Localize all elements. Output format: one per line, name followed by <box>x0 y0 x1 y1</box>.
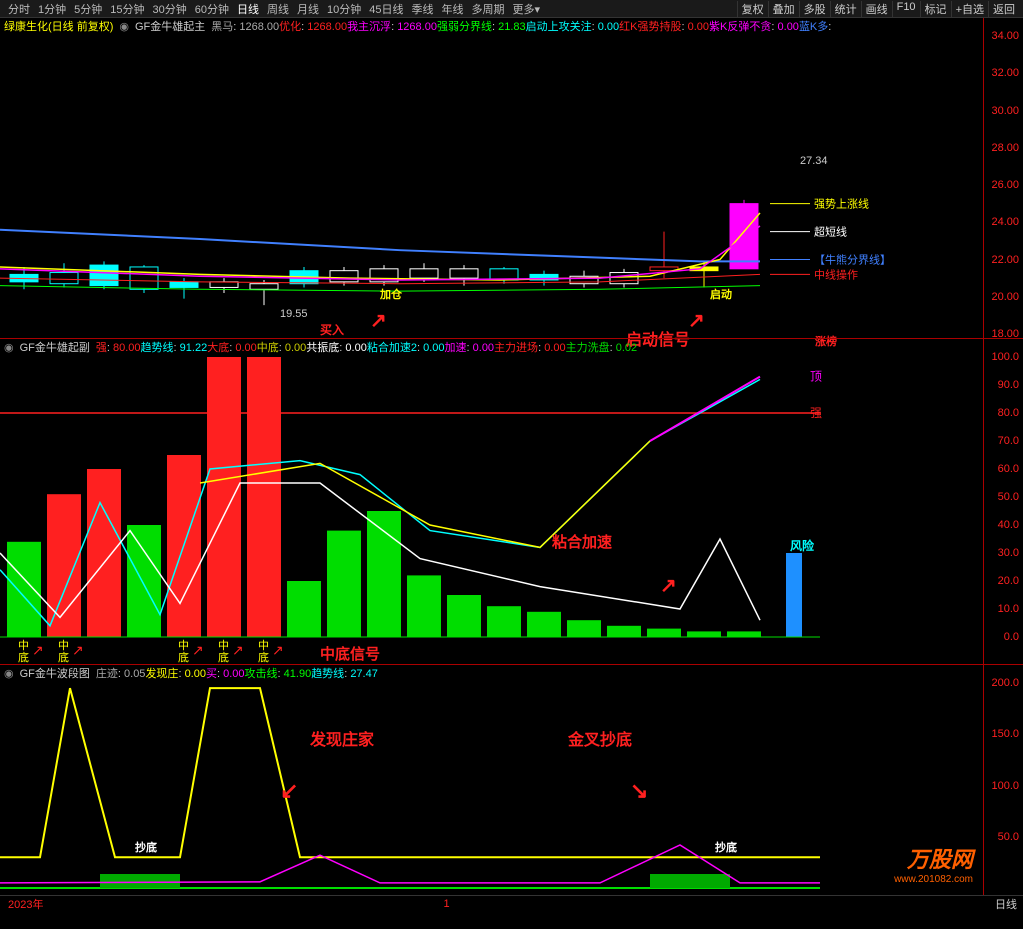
panel1-plot: 19.55 27.34 强势上涨线超短线【牛熊分界线】中线操作 <box>0 18 980 338</box>
svg-text:中: 中 <box>178 639 189 652</box>
timeframe-12[interactable]: 年线 <box>438 1 468 17</box>
annotation: 粘合加速 <box>552 531 612 552</box>
svg-text:中: 中 <box>258 639 269 652</box>
timeframe-toolbar: 分时1分钟5分钟15分钟30分钟60分钟日线周线月线10分钟45日线季线年线多周… <box>0 0 1023 18</box>
timeframe-6[interactable]: 日线 <box>233 1 263 17</box>
svg-text:超短线: 超短线 <box>814 225 847 239</box>
y-axis-label: 80.0 <box>998 407 1019 419</box>
annotation: 抄底 <box>135 839 157 855</box>
svg-text:底: 底 <box>178 650 189 664</box>
timeframe-4[interactable]: 30分钟 <box>149 1 191 17</box>
tool-标记[interactable]: 标记 <box>920 1 951 17</box>
y-axis-label: 30.00 <box>991 105 1019 117</box>
annotation: ↗ <box>370 308 387 333</box>
svg-text:↗: ↗ <box>32 642 44 658</box>
tool-复权[interactable]: 复权 <box>737 1 768 17</box>
svg-text:底: 底 <box>18 650 29 664</box>
svg-text:【牛熊分界线】: 【牛熊分界线】 <box>814 253 891 267</box>
y-axis-label: 20.00 <box>991 291 1019 303</box>
tool-统计[interactable]: 统计 <box>830 1 861 17</box>
annotation: 买入 <box>320 321 344 338</box>
svg-text:↗: ↗ <box>272 642 284 658</box>
y-axis-label: 100.0 <box>991 351 1019 363</box>
svg-text:中: 中 <box>18 639 29 652</box>
timeline: 2023年 1 日线 <box>0 895 1023 911</box>
timeframe-14[interactable]: 更多▾ <box>509 1 545 17</box>
timeframe-3[interactable]: 15分钟 <box>106 1 148 17</box>
annotation: 风险 <box>790 537 814 554</box>
tool-画线[interactable]: 画线 <box>861 1 892 17</box>
annotation: ↙ <box>280 778 298 804</box>
y-axis-label: 100.0 <box>991 780 1019 792</box>
svg-text:↗: ↗ <box>232 642 244 658</box>
timeframe-2[interactable]: 5分钟 <box>70 1 106 17</box>
annotation: 中底信号 <box>320 643 380 664</box>
y-axis-label: 30.0 <box>998 547 1019 559</box>
annotation: 启动 <box>710 286 732 302</box>
y-axis-label: 40.0 <box>998 519 1019 531</box>
svg-text:中: 中 <box>58 639 69 652</box>
timeframe-0[interactable]: 分时 <box>4 1 34 17</box>
timeframe-9[interactable]: 10分钟 <box>323 1 365 17</box>
y-axis-label: 0.0 <box>1004 631 1019 643</box>
timeframe-1[interactable]: 1分钟 <box>34 1 70 17</box>
annotation: 加仓 <box>380 286 402 302</box>
svg-text:↗: ↗ <box>192 642 204 658</box>
main-price-chart: 绿康生化(日线 前复权) ◉ GF金牛雄起主 黑马: 1268.00优化: 12… <box>0 18 1023 338</box>
sub-indicator-chart: ◉ GF金牛雄起副 强: 80.00趋势线: 91.22大底: 0.00中底: … <box>0 338 1023 664</box>
svg-text:19.55: 19.55 <box>280 308 308 320</box>
y-axis-label: 20.0 <box>998 575 1019 587</box>
y-axis-label: 150.0 <box>991 728 1019 740</box>
wave-chart: ◉ GF金牛波段图 庄迹: 0.05发现庄: 0.00买: 0.00攻击线: 4… <box>0 664 1023 895</box>
logo: 万股网 www.201082.com <box>894 842 973 885</box>
y-axis-label: 28.00 <box>991 142 1019 154</box>
y-axis-label: 200.0 <box>991 677 1019 689</box>
panel3-plot <box>0 665 980 896</box>
annotation: 金叉抄底 <box>568 726 632 750</box>
svg-text:↗: ↗ <box>72 642 84 658</box>
y-axis-label: 34.00 <box>991 30 1019 42</box>
svg-text:强势上涨线: 强势上涨线 <box>814 197 869 211</box>
timeframe-13[interactable]: 多周期 <box>468 1 509 17</box>
tool-返回[interactable]: 返回 <box>988 1 1019 17</box>
annotation: ↗ <box>660 573 677 598</box>
timeframe-5[interactable]: 60分钟 <box>191 1 233 17</box>
y-axis-label: 70.0 <box>998 435 1019 447</box>
svg-text:底: 底 <box>58 650 69 664</box>
y-axis-label: 32.00 <box>991 67 1019 79</box>
y-axis-label: 60.0 <box>998 463 1019 475</box>
tool-叠加[interactable]: 叠加 <box>768 1 799 17</box>
timeframe-8[interactable]: 月线 <box>293 1 323 17</box>
tool-F10[interactable]: F10 <box>892 1 920 17</box>
tool-多股[interactable]: 多股 <box>799 1 830 17</box>
y-axis-label: 24.00 <box>991 216 1019 228</box>
tool-+自选[interactable]: +自选 <box>951 1 988 17</box>
y-axis-label: 50.0 <box>998 831 1019 843</box>
timeframe-10[interactable]: 45日线 <box>365 1 407 17</box>
svg-text:底: 底 <box>258 650 269 664</box>
y-axis-label: 50.0 <box>998 491 1019 503</box>
y-axis-label: 26.00 <box>991 179 1019 191</box>
svg-text:顶: 顶 <box>810 370 822 384</box>
svg-text:底: 底 <box>218 650 229 664</box>
y-axis-label: 10.0 <box>998 603 1019 615</box>
svg-text:27.34: 27.34 <box>800 155 828 167</box>
y-axis-label: 22.00 <box>991 254 1019 266</box>
annotation: 发现庄家 <box>310 726 374 750</box>
timeframe-11[interactable]: 季线 <box>408 1 438 17</box>
annotation: ↗ <box>688 308 705 333</box>
panel2-plot: 中底↗中底↗中底↗中底↗中底↗顶强 <box>0 339 980 665</box>
svg-text:强: 强 <box>810 406 822 420</box>
annotation: 抄底 <box>715 839 737 855</box>
svg-text:中线操作: 中线操作 <box>814 267 858 281</box>
timeframe-7[interactable]: 周线 <box>263 1 293 17</box>
y-axis-label: 90.0 <box>998 379 1019 391</box>
annotation: ↘ <box>630 778 648 804</box>
svg-text:中: 中 <box>218 639 229 652</box>
